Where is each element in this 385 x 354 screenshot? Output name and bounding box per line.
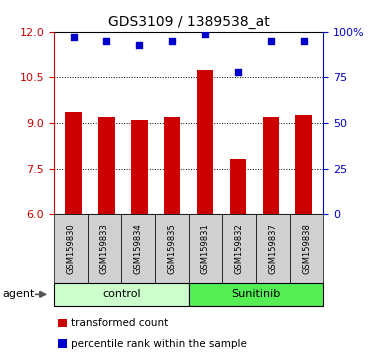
Bar (197, 70, 213, 214)
Bar (164, 117, 181, 214)
Bar (65, 112, 82, 214)
Point (136, 42, 142, 47)
Text: GSM159833: GSM159833 (100, 223, 109, 274)
Point (169, 38, 175, 44)
Point (301, 38, 307, 44)
Text: transformed count: transformed count (71, 318, 169, 328)
Bar (263, 117, 279, 214)
Text: GSM159831: GSM159831 (201, 223, 210, 274)
Text: control: control (102, 289, 141, 299)
Text: percentile rank within the sample: percentile rank within the sample (71, 339, 247, 349)
Point (235, 69, 241, 75)
Title: GDS3109 / 1389538_at: GDS3109 / 1389538_at (108, 16, 270, 29)
Text: GSM159838: GSM159838 (302, 223, 311, 274)
Point (268, 38, 274, 44)
Text: GSM159830: GSM159830 (66, 223, 75, 274)
Text: Sunitinib: Sunitinib (231, 289, 281, 299)
Bar (98, 117, 115, 214)
Bar (295, 115, 312, 214)
Bar (131, 120, 147, 214)
Text: GSM159835: GSM159835 (167, 223, 176, 274)
Text: GSM159832: GSM159832 (235, 223, 244, 274)
Point (70, 34, 77, 40)
Point (202, 31, 208, 36)
Text: GSM159834: GSM159834 (134, 223, 142, 274)
Text: GSM159837: GSM159837 (268, 223, 277, 274)
Bar (230, 159, 246, 214)
Point (104, 38, 110, 44)
Text: agent: agent (2, 289, 34, 299)
